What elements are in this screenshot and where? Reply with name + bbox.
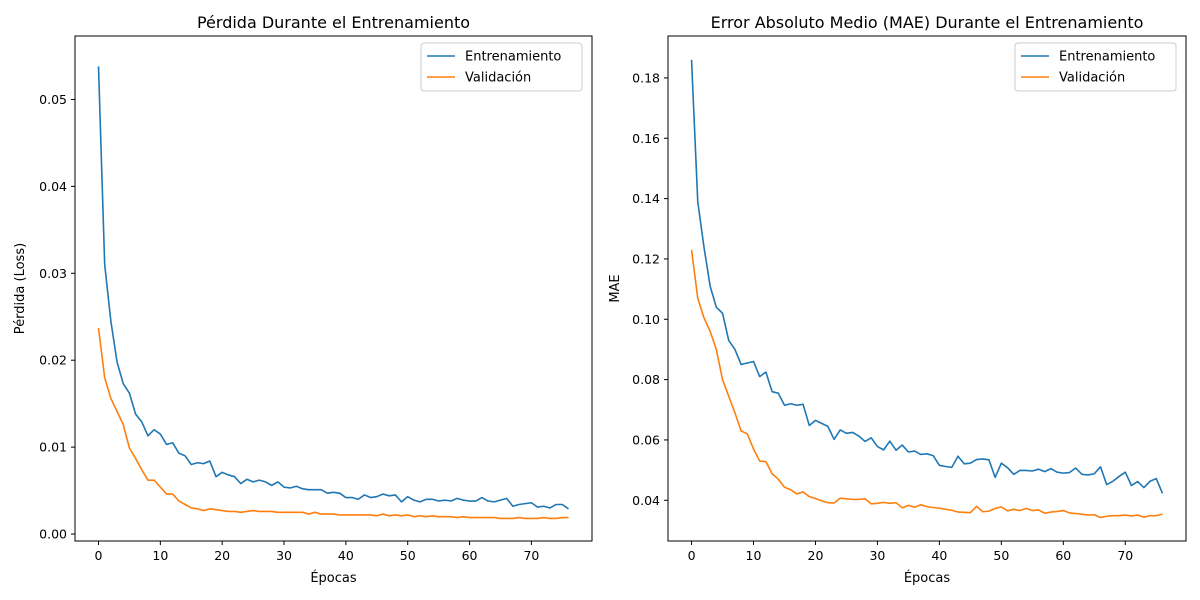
loss-legend-label-val: Validación [465,71,531,86]
loss-x-tick-label: 40 [338,548,354,563]
mae-y-tick-label: 0.12 [632,251,660,266]
loss-y-tick-label: 0.04 [39,179,67,194]
mae-chart-title: Error Absoluto Medio (MAE) Durante el En… [711,13,1144,32]
mae-x-tick-label: 10 [746,548,762,563]
mae-y-axis-label: MAE [608,274,623,302]
mae-legend-label-train: Entrenamiento [1059,50,1155,65]
loss-x-tick-label: 70 [523,548,539,563]
mae-x-tick-label: 30 [869,548,885,563]
loss-x-tick-label: 30 [276,548,292,563]
mae-y-tick-label: 0.16 [632,131,660,146]
mae-y-tick-label: 0.14 [632,191,660,206]
mae-x-tick-label: 60 [1055,548,1071,563]
loss-legend-label-train: Entrenamiento [465,50,561,65]
mae-legend-label-val: Validación [1059,71,1125,86]
loss-x-tick-label: 0 [95,548,103,563]
mae-legend-box [1014,42,1177,92]
loss-y-tick-label: 0.02 [39,353,67,368]
loss-legend: Entrenamiento Validación [420,42,583,92]
loss-x-tick-label: 10 [152,548,168,563]
loss-series-train-line [97,66,569,510]
mae-x-axis-label: Épocas [904,570,951,586]
loss-x-axis-label: Épocas [310,570,357,586]
mae-chart: Error Absoluto Medio (MAE) Durante el En… [608,13,1187,586]
loss-x-tick-label: 60 [462,548,478,563]
mae-y-tick-label: 0.18 [632,70,660,85]
mae-x-tick-label: 20 [808,548,824,563]
mae-x-tick-label: 50 [993,548,1009,563]
loss-chart: Pérdida Durante el Entrenamiento 0 10 20 30 4… [13,13,593,586]
mae-x-tick-label: 0 [688,548,696,563]
mae-series-train-line [690,59,1164,494]
mae-plot-frame [667,35,1187,542]
mae-legend: Entrenamiento Validación [1014,42,1177,92]
mae-y-tick-label: 0.06 [632,432,660,447]
loss-y-tick-label: 0.05 [39,92,67,107]
mae-x-tick-label: 40 [931,548,947,563]
mae-x-tick-label: 70 [1117,548,1133,563]
loss-plot-frame [74,35,593,542]
mae-series-val-line [690,249,1163,519]
mae-y-tick-label: 0.04 [632,493,660,508]
loss-legend-box [420,42,583,92]
mae-y-tick-label: 0.10 [632,312,660,327]
loss-x-tick-label: 20 [214,548,230,563]
loss-x-tick-label: 50 [400,548,416,563]
loss-y-tick-label: 0.00 [39,527,67,542]
loss-chart-title: Pérdida Durante el Entrenamiento [197,13,470,32]
loss-y-axis-label: Pérdida (Loss) [13,243,28,334]
loss-series-val-line [97,327,569,520]
loss-y-tick-label: 0.01 [39,440,67,455]
loss-y-tick-label: 0.03 [39,266,67,281]
mae-y-tick-label: 0.08 [632,372,660,387]
